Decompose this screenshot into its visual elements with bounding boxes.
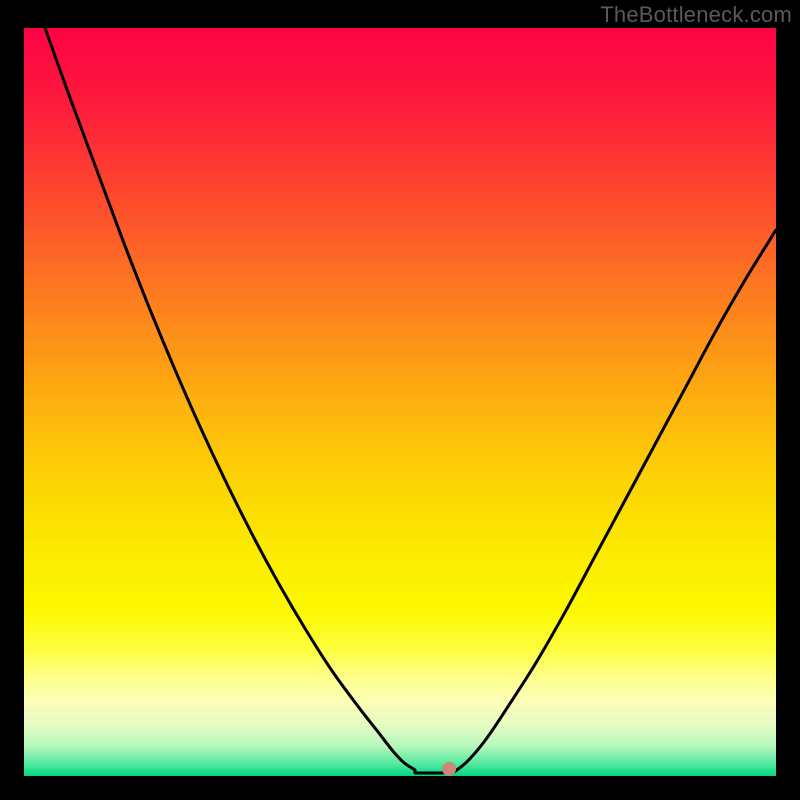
chart-container: TheBottleneck.com <box>0 0 800 800</box>
optimum-marker-dot <box>442 762 456 776</box>
bottleneck-curve-path <box>45 28 776 774</box>
watermark-text: TheBottleneck.com <box>600 2 792 28</box>
plot-area <box>24 28 776 776</box>
bottleneck-curve <box>24 28 776 776</box>
